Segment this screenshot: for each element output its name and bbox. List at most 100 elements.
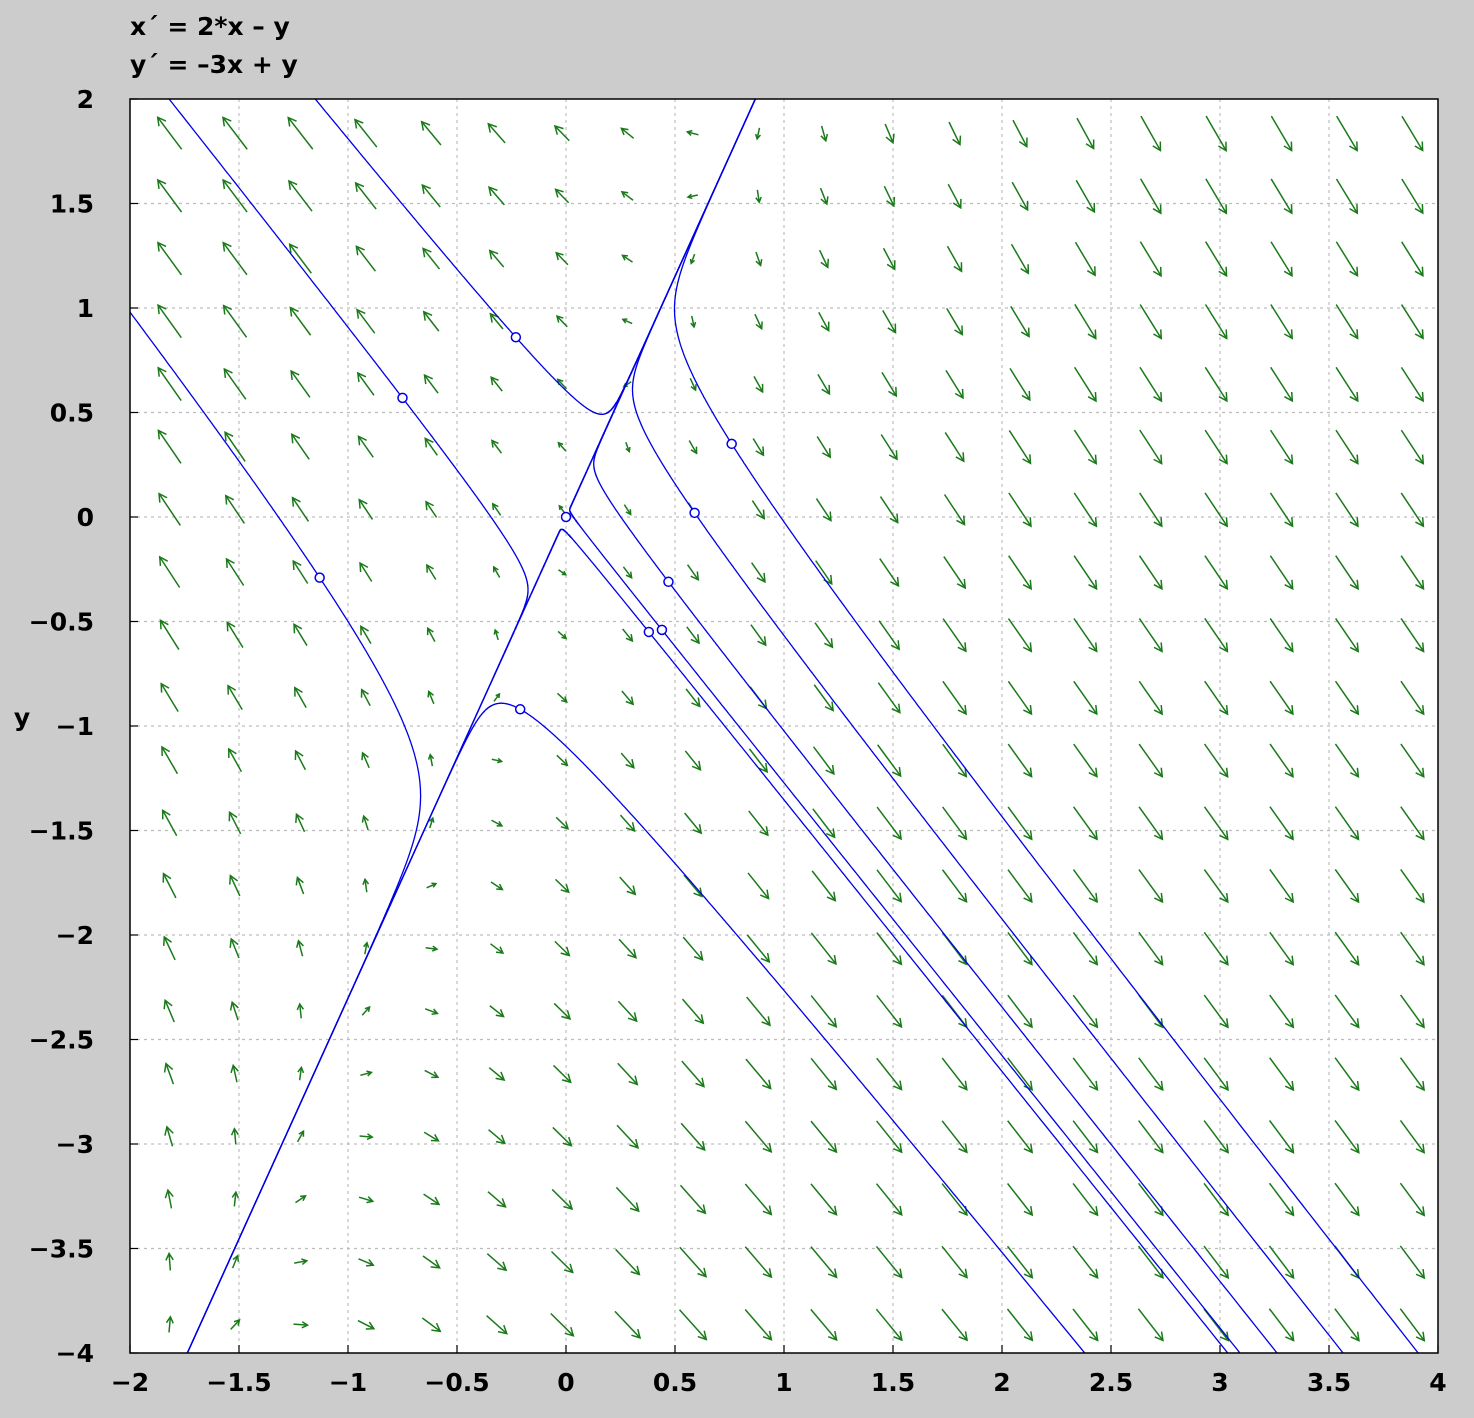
field-arrow bbox=[226, 621, 244, 648]
field-arrow bbox=[684, 750, 702, 771]
field-arrow bbox=[165, 1315, 174, 1333]
field-arrow bbox=[558, 569, 568, 576]
field-arrow bbox=[421, 1317, 442, 1333]
field-arrow bbox=[682, 936, 704, 962]
field-arrow bbox=[1334, 1182, 1360, 1217]
field-arrow bbox=[1010, 305, 1030, 338]
field-arrow bbox=[222, 241, 248, 276]
field-arrow bbox=[1335, 178, 1359, 215]
field-arrow bbox=[163, 998, 175, 1023]
field-arrow bbox=[554, 940, 571, 957]
x-tick-label: 4 bbox=[1429, 1368, 1446, 1397]
field-arrow bbox=[1072, 806, 1098, 841]
field-arrow bbox=[363, 941, 370, 955]
field-arrow bbox=[748, 748, 769, 774]
field-arrow bbox=[680, 1122, 706, 1152]
field-arrow bbox=[814, 622, 834, 649]
field-arrow bbox=[1138, 743, 1164, 778]
y-tick-label: 0 bbox=[77, 503, 94, 532]
trajectories bbox=[130, 99, 1419, 1353]
field-arrow bbox=[942, 680, 968, 716]
initial-point-marker bbox=[314, 572, 325, 583]
field-arrow bbox=[811, 870, 837, 902]
field-arrow bbox=[946, 307, 964, 336]
field-arrow bbox=[550, 1312, 575, 1337]
field-arrow bbox=[1400, 806, 1425, 841]
y-axis: 2 1.5 1 0.5 0 −0.5 −1 −1.5 −2 −2.5 −3 −3.5 −4 bbox=[29, 85, 138, 1368]
field-arrow bbox=[753, 376, 764, 394]
field-arrow bbox=[362, 877, 370, 893]
x-tick-label: −1 bbox=[329, 1368, 367, 1397]
field-arrow bbox=[356, 308, 376, 334]
field-arrow bbox=[820, 125, 829, 143]
field-arrow bbox=[487, 122, 506, 144]
x-tick-label: 1 bbox=[775, 1368, 792, 1397]
field-arrow bbox=[1203, 994, 1229, 1029]
field-arrow bbox=[877, 682, 901, 714]
field-arrow bbox=[557, 630, 568, 640]
field-arrow bbox=[689, 377, 697, 392]
field-arrow bbox=[876, 1120, 903, 1154]
x-tick-label: −0.5 bbox=[424, 1368, 489, 1397]
field-arrow bbox=[744, 1246, 773, 1279]
field-arrow bbox=[942, 806, 968, 841]
field-arrow bbox=[810, 1057, 838, 1091]
field-arrow bbox=[1203, 743, 1229, 778]
field-arrow bbox=[425, 500, 438, 518]
field-arrow bbox=[1335, 304, 1359, 340]
field-arrow bbox=[229, 874, 241, 897]
field-arrow bbox=[1139, 366, 1163, 403]
field-arrow bbox=[744, 1183, 773, 1216]
field-arrow bbox=[164, 1188, 174, 1209]
field-arrow bbox=[810, 1120, 838, 1154]
field-arrow bbox=[623, 504, 632, 516]
field-arrow bbox=[1268, 1308, 1295, 1342]
field-arrow bbox=[359, 561, 373, 582]
field-arrow bbox=[1205, 178, 1228, 215]
field-arrow bbox=[488, 249, 505, 268]
field-arrow bbox=[1270, 366, 1294, 403]
field-arrow bbox=[941, 1245, 968, 1279]
field-arrow bbox=[621, 254, 633, 263]
field-arrow bbox=[491, 502, 502, 516]
field-arrow bbox=[1203, 1308, 1230, 1342]
initial-point-marker bbox=[560, 511, 572, 523]
field-arrow bbox=[157, 366, 182, 401]
field-arrow bbox=[1335, 492, 1359, 528]
field-arrow bbox=[746, 934, 771, 964]
field-arrow bbox=[1012, 119, 1028, 148]
field-arrow bbox=[684, 812, 703, 835]
field-arrow bbox=[754, 313, 763, 331]
field-arrow bbox=[620, 127, 635, 139]
field-arrow bbox=[1204, 492, 1229, 528]
field-arrow bbox=[288, 179, 313, 212]
field-arrow bbox=[1334, 806, 1360, 841]
field-arrow bbox=[1335, 618, 1360, 653]
field-arrow bbox=[162, 935, 176, 961]
field-arrow bbox=[1268, 1120, 1295, 1154]
field-arrow bbox=[619, 814, 636, 833]
field-arrow bbox=[1007, 1120, 1034, 1154]
x-tick-label: 1.5 bbox=[871, 1368, 915, 1397]
field-arrow bbox=[228, 810, 242, 835]
field-arrow bbox=[1203, 1245, 1230, 1280]
field-arrow bbox=[423, 373, 439, 394]
field-arrow bbox=[1073, 492, 1098, 528]
field-arrow bbox=[1203, 806, 1229, 841]
field-arrow bbox=[1270, 115, 1293, 152]
field-arrow bbox=[159, 618, 180, 650]
field-arrow bbox=[810, 932, 837, 966]
field-arrow bbox=[755, 189, 762, 204]
field-arrow bbox=[157, 429, 182, 464]
field-arrow bbox=[295, 812, 306, 833]
field-arrow bbox=[1072, 869, 1099, 904]
field-arrow bbox=[621, 690, 635, 706]
field-arrow bbox=[876, 994, 903, 1029]
field-arrow bbox=[1399, 1119, 1426, 1154]
field-arrow bbox=[1335, 555, 1359, 591]
field-arrow bbox=[161, 808, 178, 837]
initial-point-marker bbox=[643, 626, 655, 638]
field-arrow bbox=[162, 872, 177, 899]
field-arrow bbox=[745, 1058, 772, 1090]
x-axis: −2 −1.5 −1 −0.5 0 0.5 1 1.5 2 2.5 3 3.5 4 bbox=[111, 1345, 1447, 1397]
